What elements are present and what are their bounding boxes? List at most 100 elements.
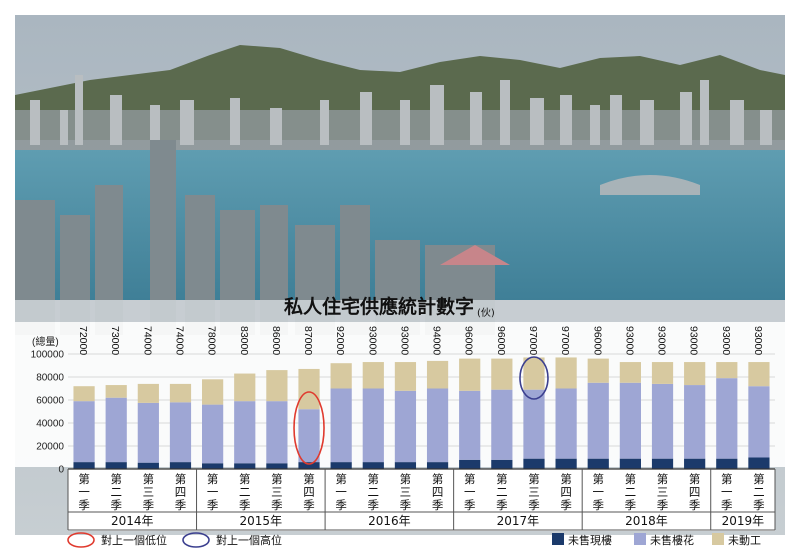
- bar-segment-unstarted: [491, 358, 513, 390]
- quarter-label-char: 季: [593, 498, 605, 512]
- quarter-label-char: 二: [110, 485, 122, 499]
- year-label: 2014年: [111, 514, 154, 528]
- quarter-label-char: 一: [335, 485, 347, 499]
- bar-segment-presale: [169, 402, 192, 463]
- bar-segment-completed: [137, 462, 159, 469]
- quarter-label-char: 第: [78, 472, 90, 486]
- legend-low-marker: [67, 532, 95, 548]
- bar-segment-unstarted: [426, 360, 449, 389]
- bar-segment-unstarted: [394, 362, 417, 391]
- bar-segment-completed: [202, 463, 224, 469]
- bar-segment-presale: [394, 390, 417, 463]
- y-tick-label: 0: [58, 465, 64, 476]
- quarter-label-char: 第: [368, 472, 380, 486]
- quarter-label-char: 季: [528, 498, 540, 512]
- bar-total-label: 93000: [720, 326, 732, 355]
- chart-title: 私人住宅供應統計數字: [284, 295, 474, 318]
- quarter-label-char: 季: [721, 498, 733, 512]
- quarter-label-char: 第: [593, 472, 605, 486]
- quarter-label-char: 季: [625, 498, 637, 512]
- bar-segment-presale: [491, 389, 513, 460]
- bar-segment-unstarted: [105, 385, 127, 398]
- legend-high-marker: [182, 532, 210, 548]
- quarter-label-char: 第: [143, 472, 155, 486]
- bar-segment-completed: [362, 462, 384, 469]
- quarter-label-char: 第: [689, 472, 701, 486]
- quarter-label-char: 二: [368, 485, 380, 499]
- bar-segment-presale: [266, 401, 288, 464]
- quarter-label-char: 季: [207, 498, 219, 512]
- quarter-label-char: 第: [400, 472, 412, 486]
- value-labels: 72000 73000 74000 74000 78000 83000 86000 87000…: [77, 326, 764, 355]
- bar-segment-presale: [298, 409, 320, 463]
- quarter-label-char: 四: [432, 485, 444, 499]
- bar-total-label: 93000: [656, 326, 668, 355]
- bar-segment-unstarted: [748, 362, 770, 387]
- bar-segment-completed: [330, 462, 352, 469]
- bar-total-label: 96000: [495, 326, 507, 355]
- bar-segment-completed: [266, 463, 288, 469]
- quarter-label-char: 第: [207, 472, 219, 486]
- x-axis: 2014年 2015年 2016年 2017年 2018年 2019年第一季第二季第三季第…: [67, 468, 776, 531]
- bars: [73, 357, 770, 469]
- bar-segment-unstarted: [169, 383, 192, 403]
- quarter-label-char: 第: [271, 472, 283, 486]
- quarter-label-char: 第: [528, 472, 540, 486]
- quarter-label-char: 季: [432, 498, 444, 512]
- bar-total-label: 96000: [463, 326, 475, 355]
- bar-segment-presale: [202, 404, 224, 464]
- quarter-label-char: 季: [689, 498, 701, 512]
- quarter-label-char: 第: [432, 472, 444, 486]
- high-highlight-ellipse: [519, 356, 549, 400]
- quarter-label-char: 第: [753, 472, 765, 486]
- quarter-label-char: 第: [175, 472, 187, 486]
- year-label: 2019年: [722, 514, 765, 528]
- far-city: [30, 75, 772, 145]
- quarter-label-char: 季: [560, 498, 572, 512]
- bar-total-label: 74000: [173, 326, 185, 355]
- legend-low-label: 對上一個低位: [101, 533, 167, 547]
- chart-title-unit: (伙): [477, 307, 495, 319]
- bar-segment-completed: [298, 462, 320, 469]
- quarter-label-char: 二: [496, 485, 508, 499]
- bar-total-label: 86000: [270, 326, 282, 355]
- y-axis-label: (總量): [32, 335, 59, 348]
- bar-segment-completed: [587, 458, 609, 469]
- quarter-label-char: 季: [110, 498, 122, 512]
- quarter-label-char: 四: [560, 485, 572, 499]
- legend-high-label: 對上一個高位: [216, 533, 282, 547]
- bar-segment-presale: [651, 383, 674, 459]
- bar-segment-presale: [234, 401, 256, 464]
- quarter-label-char: 季: [753, 498, 765, 512]
- bar-total-label: 93000: [688, 326, 700, 355]
- quarter-label-char: 季: [239, 498, 251, 512]
- bar-segment-unstarted: [234, 373, 256, 402]
- bar-segment-completed: [105, 462, 127, 469]
- quarter-label-char: 季: [175, 498, 187, 512]
- bar-segment-unstarted: [523, 357, 545, 390]
- bar-total-label: 72000: [77, 326, 89, 355]
- bar-total-label: 73000: [109, 326, 121, 355]
- bar-segment-unstarted: [716, 362, 738, 379]
- y-tick-label: 60000: [36, 396, 64, 407]
- quarter-label-char: 一: [207, 485, 219, 499]
- bar-segment-unstarted: [555, 357, 577, 389]
- bar-total-label: 93000: [623, 326, 635, 355]
- quarter-label-char: 三: [528, 485, 540, 499]
- bar-segment-unstarted: [619, 362, 641, 383]
- bar-segment-unstarted: [202, 379, 224, 405]
- bar-segment-unstarted: [73, 386, 95, 402]
- y-ticks: 0 20000 40000 60000 80000 100000: [31, 350, 65, 476]
- bar-segment-presale: [619, 382, 641, 459]
- bar-segment-completed: [555, 458, 577, 469]
- quarter-label-char: 第: [721, 472, 733, 486]
- bar-segment-completed: [684, 458, 706, 469]
- quarter-label-char: 四: [689, 485, 701, 499]
- bar-total-label: 74000: [141, 326, 153, 355]
- bar-segment-completed: [523, 458, 545, 469]
- quarter-label-char: 季: [303, 498, 315, 512]
- quarter-label-char: 第: [464, 472, 476, 486]
- bar-segment-completed: [234, 463, 256, 469]
- bar-segment-presale: [555, 388, 577, 459]
- bar-total-label: 93000: [398, 326, 410, 355]
